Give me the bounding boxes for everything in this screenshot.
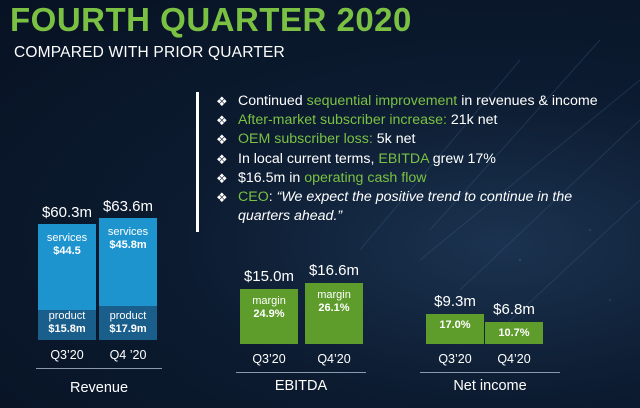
- slide-subtitle: COMPARED WITH PRIOR QUARTER: [14, 44, 285, 61]
- margin-caption: margin: [252, 295, 286, 308]
- net-income-title: Net income: [453, 378, 527, 394]
- net-income-margin-label: 10.7%: [485, 327, 543, 340]
- highlights-divider: [196, 92, 199, 232]
- ebitda-category-label: Q4’20: [317, 352, 351, 366]
- bullet-text: CEO: [238, 189, 269, 206]
- bullet-item: quarters ahead.”: [216, 207, 636, 226]
- ebitda-category-label: Q3’20: [252, 352, 286, 366]
- ebitda-bar: margin 26.1%: [305, 283, 363, 344]
- segment-label: product $17.9m: [99, 310, 157, 336]
- bullet-text: 5k net: [372, 131, 416, 148]
- net-income-total-label: $6.8m: [493, 301, 535, 319]
- segment-name: product: [109, 309, 147, 322]
- diamond-bullet-icon: ❖: [216, 113, 228, 129]
- net-income-chart: 17.0% $9.3m Q3’20 10.7% $6.8m Q4’20 Net income: [410, 276, 580, 408]
- bullet-text: $16.5m in: [238, 169, 305, 186]
- revenue-category-label: Q4 ’20: [109, 348, 147, 362]
- highlights-list: ❖ Continued sequential improvement in rev…: [196, 92, 636, 240]
- margin-value: 26.1%: [318, 302, 350, 315]
- net-income-category-label: Q4’20: [497, 352, 531, 366]
- segment-value: $45.8m: [109, 238, 147, 251]
- bullet-text: sequential improvement: [306, 93, 458, 109]
- revenue-category-label: Q3’20: [50, 348, 84, 362]
- net-income-axis-line: [420, 372, 560, 373]
- bullet-text: in revenues & income: [457, 93, 598, 109]
- segment-name: services: [107, 225, 149, 238]
- diamond-bullet-icon: ❖: [216, 132, 228, 148]
- segment-value: $15.8m: [48, 322, 86, 335]
- ebitda-margin-label: margin 26.1%: [305, 289, 363, 315]
- revenue-bar-product: product $17.9m: [99, 305, 157, 340]
- bullet-text: Continued: [238, 93, 307, 109]
- ebitda-total-label: $15.0m: [243, 268, 295, 286]
- revenue-bar-product: product $15.8m: [38, 309, 96, 340]
- segment-label: services $44.5: [38, 232, 96, 258]
- diamond-bullet-icon: ❖: [216, 151, 228, 167]
- bullet-item: ❖ Continued sequential improvement in rev…: [216, 92, 636, 111]
- revenue-chart: product $15.8m services $44.5 $60.3m Q3’20 pro…: [0, 130, 200, 408]
- bullet-text: grew 17%: [428, 150, 496, 167]
- bullet-list: ❖ Continued sequential improvement in rev…: [196, 92, 636, 226]
- diamond-bullet-icon: ❖: [216, 94, 228, 109]
- bullet-text: “We expect the positive trend to continu…: [276, 189, 573, 206]
- net-income-bar: 10.7%: [485, 322, 543, 344]
- ebitda-title: EBITDA: [274, 378, 328, 394]
- bullet-text: In local current terms,: [238, 150, 379, 167]
- net-income-category-label: Q3’20: [438, 352, 472, 366]
- bullet-item: ❖ CEO: “We expect the positive trend to c…: [216, 188, 636, 207]
- revenue-total-label: $63.6m: [102, 197, 154, 215]
- margin-caption: margin: [317, 289, 351, 302]
- diamond-bullet-icon: ❖: [216, 190, 228, 206]
- bullet-text: After-market subscriber increase:: [238, 112, 447, 129]
- ebitda-chart: margin 24.9% $15.0m Q3’20 margin 26.1% $16.6m Q…: [226, 250, 386, 408]
- bullet-text: quarters ahead.”: [238, 208, 343, 225]
- revenue-axis-line: [36, 368, 162, 369]
- ebitda-total-label: $16.6m: [308, 262, 360, 280]
- ebitda-margin-label: margin 24.9%: [240, 295, 298, 321]
- margin-value: 24.9%: [253, 308, 285, 321]
- segment-name: product: [48, 309, 86, 322]
- ebitda-bar: margin 24.9%: [240, 289, 298, 344]
- margin-value: 10.7%: [498, 327, 530, 340]
- bullet-text: 21k net: [446, 112, 498, 129]
- net-income-bar: 17.0%: [426, 314, 484, 344]
- bullet-item: ❖ After-market subscriber increase: 21k n…: [216, 111, 636, 130]
- ebitda-axis-line: [236, 372, 366, 373]
- net-income-total-label: $9.3m: [434, 293, 476, 311]
- bullet-text: EBITDA: [378, 150, 429, 167]
- net-income-margin-label: 17.0%: [426, 319, 484, 332]
- revenue-total-label: $60.3m: [41, 204, 93, 222]
- bullet-item: ❖ $16.5m in operating cash flow: [216, 169, 636, 188]
- bullet-item: ❖ In local current terms, EBITDA grew 17%: [216, 150, 636, 169]
- bullet-item: ❖ OEM subscriber loss: 5k net: [216, 130, 636, 149]
- segment-value: $17.9m: [109, 322, 147, 335]
- revenue-bar-services: services $45.8m: [99, 217, 157, 306]
- segment-label: product $15.8m: [38, 310, 96, 336]
- segment-label: services $45.8m: [99, 226, 157, 252]
- diamond-bullet-icon: ❖: [216, 170, 228, 186]
- bullet-text: OEM subscriber loss:: [238, 131, 373, 148]
- bullet-text: :: [268, 189, 277, 206]
- segment-value: $44.5: [53, 245, 81, 258]
- revenue-title: Revenue: [69, 380, 129, 396]
- revenue-bar-services: services $44.5: [38, 224, 96, 310]
- slide-title: FOURTH QUARTER 2020: [10, 1, 412, 38]
- segment-name: services: [46, 232, 88, 245]
- margin-value: 17.0%: [439, 319, 471, 332]
- bullet-text: operating cash flow: [304, 169, 427, 186]
